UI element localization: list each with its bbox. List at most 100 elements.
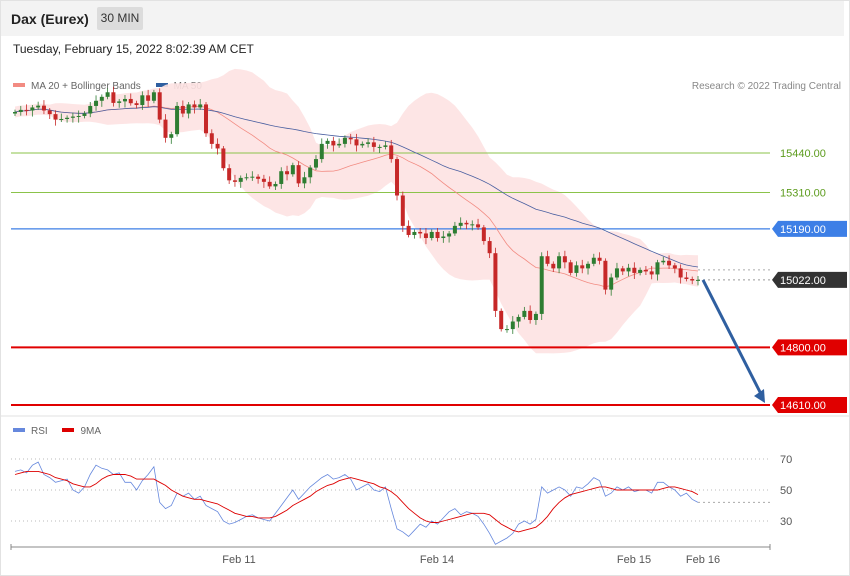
candle-body <box>458 222 463 226</box>
rsi-line <box>14 461 699 545</box>
candle-body <box>447 233 452 237</box>
candle-body <box>487 241 492 254</box>
rsi-label: RSI <box>31 426 48 437</box>
candle-body <box>209 133 214 144</box>
candle-body <box>151 92 156 101</box>
candle-body <box>418 231 423 234</box>
candle-body <box>684 277 689 279</box>
candle-body <box>690 279 695 281</box>
candle-body <box>134 103 139 106</box>
candle-body <box>470 224 475 226</box>
candle-body <box>180 105 185 114</box>
legend-ma20: MA 20 + Bollinger Bands <box>13 81 141 92</box>
candle-body <box>360 143 365 146</box>
candle-body <box>256 176 261 179</box>
rsi-ma-label: 9MA <box>80 426 102 437</box>
legend-rsi: RSI <box>13 426 48 437</box>
candle-body <box>551 263 556 269</box>
candle-body <box>429 231 434 239</box>
candle-body <box>638 269 643 273</box>
candle-body <box>354 139 359 146</box>
candle-body <box>331 140 336 146</box>
candle-body <box>464 222 469 225</box>
candle-body <box>82 113 87 116</box>
candle-body <box>522 310 527 317</box>
candle-body <box>238 177 243 182</box>
candle-body <box>319 143 324 160</box>
x-tick-label: Feb 15 <box>617 554 651 566</box>
rsi-level-label-50: 50 <box>780 485 792 497</box>
candle-body <box>591 257 596 264</box>
candle-body <box>620 268 625 272</box>
candle-body <box>290 165 295 175</box>
candle-body <box>261 178 266 182</box>
candle-body <box>128 98 133 104</box>
candle-body <box>215 143 220 149</box>
candle-body <box>696 279 700 281</box>
candle-body <box>481 227 486 242</box>
candle-body <box>614 268 619 278</box>
rsi-legend: RSI 9MA <box>13 426 113 437</box>
ma20-swatch <box>13 83 25 88</box>
candle-body <box>117 101 122 103</box>
timestamp: Tuesday, February 15, 2022 8:02:39 AM CE… <box>13 42 254 56</box>
candle-body <box>476 224 481 228</box>
candle-body <box>325 140 330 144</box>
candle-body <box>574 265 579 273</box>
candle-body <box>337 143 342 146</box>
candle-body <box>539 256 544 314</box>
candle-body <box>395 159 400 196</box>
candle-body <box>273 183 278 187</box>
candle-body <box>678 268 683 278</box>
level-tag-current <box>772 271 847 288</box>
level-tag-support-2 <box>772 397 847 413</box>
candle-body <box>169 134 174 138</box>
legend-rsi-ma: 9MA <box>62 426 101 437</box>
candle-body <box>504 329 509 331</box>
candle-body <box>244 177 249 179</box>
candle-body <box>562 256 567 263</box>
candle-body <box>192 104 197 108</box>
candle-body <box>313 159 318 168</box>
rsi-ma-swatch <box>62 428 75 433</box>
candle-body <box>296 165 301 184</box>
candle-body <box>406 225 411 235</box>
forecast-arrowhead <box>754 389 765 403</box>
forecast-arrow-line <box>701 279 763 395</box>
level-label-resistance-1: 15310.00 <box>780 187 826 199</box>
candle-body <box>348 137 353 140</box>
candle-body <box>186 104 191 114</box>
candle-body <box>626 267 631 272</box>
candle-body <box>389 145 394 160</box>
candle-body <box>146 95 151 101</box>
candle-body <box>232 180 237 182</box>
candle-body <box>632 267 637 273</box>
timeframe-button[interactable]: 30 MIN <box>97 7 143 30</box>
candle-body <box>53 114 58 120</box>
level-tag-pivot <box>772 220 847 237</box>
candle-body <box>105 92 110 97</box>
candle-body <box>557 256 562 269</box>
candle-body <box>672 265 677 269</box>
candle-body <box>59 118 64 120</box>
candle-body <box>99 96 104 101</box>
candle-body <box>603 260 608 290</box>
candle-body <box>597 257 602 261</box>
level-label-current: 15022.00 <box>780 275 826 287</box>
ma50-swatch <box>155 83 168 88</box>
candle-body <box>441 236 446 239</box>
candle-body <box>111 92 116 103</box>
candle-body <box>533 313 538 320</box>
candle-body <box>400 195 405 226</box>
candle-body <box>452 225 457 234</box>
candle-body <box>30 107 35 111</box>
candle-body <box>308 167 313 178</box>
candle-body <box>140 95 145 106</box>
level-label-support-1: 14800.00 <box>780 342 826 354</box>
candle-body <box>198 104 203 108</box>
candle-body <box>227 168 232 181</box>
candle-body <box>435 231 440 239</box>
rsi-level-label-70: 70 <box>780 454 792 466</box>
candle-body <box>267 181 272 187</box>
